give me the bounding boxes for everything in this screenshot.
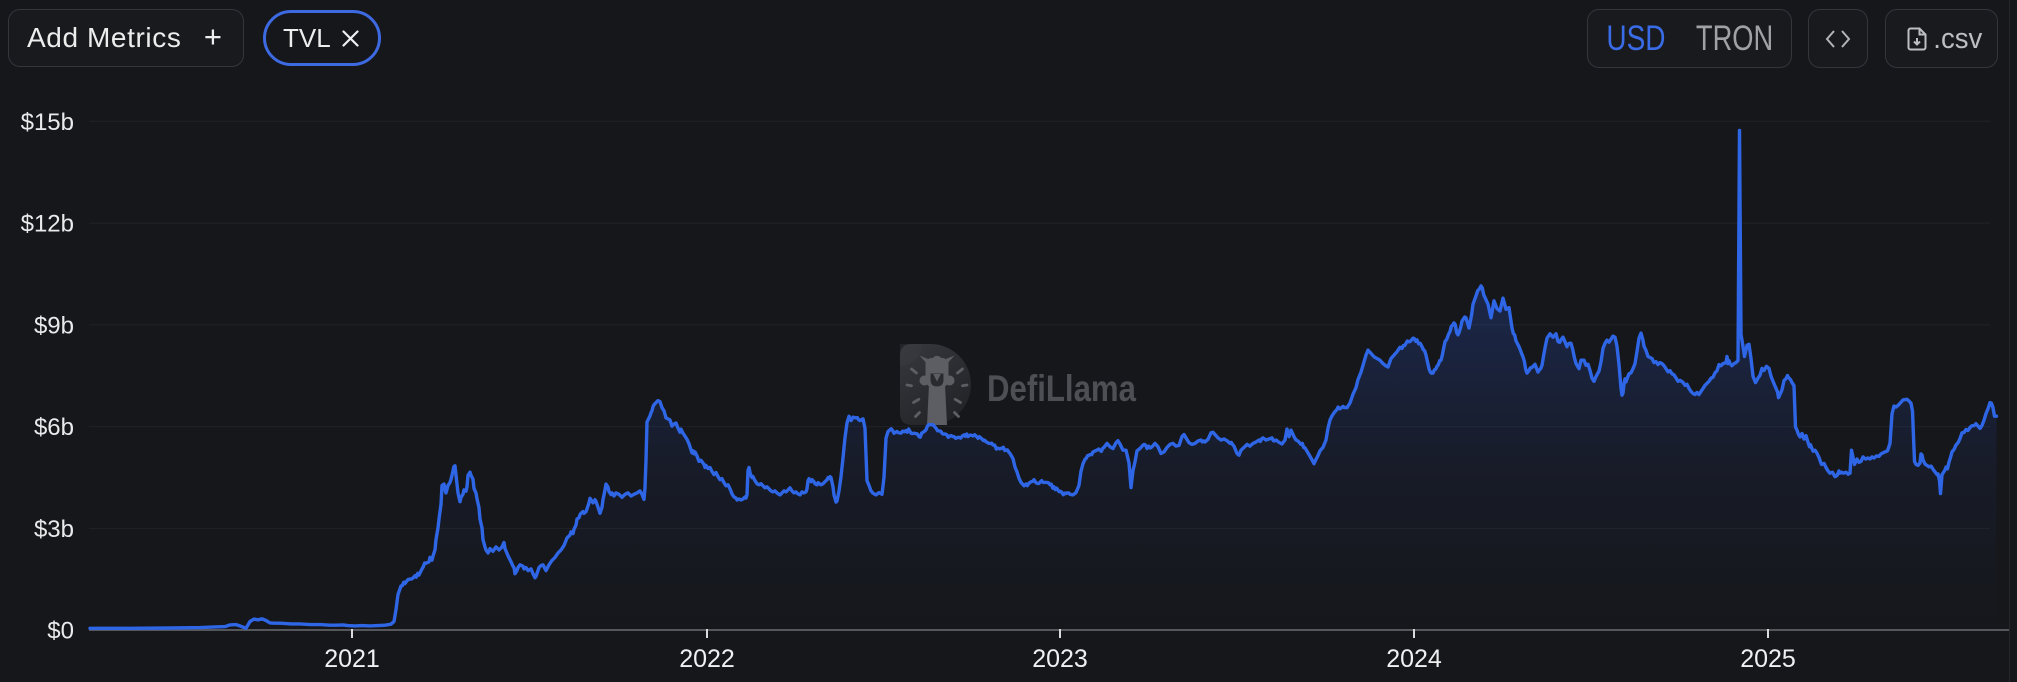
svg-text:2024: 2024 — [1386, 645, 1442, 673]
svg-text:$0: $0 — [47, 618, 74, 645]
svg-text:$9b: $9b — [34, 312, 74, 339]
svg-text:$15b: $15b — [21, 109, 74, 136]
svg-text:DefiLlama: DefiLlama — [987, 368, 1136, 409]
svg-text:2025: 2025 — [1740, 645, 1796, 673]
svg-text:$12b: $12b — [21, 211, 74, 238]
svg-text:2021: 2021 — [324, 645, 380, 673]
svg-text:$6b: $6b — [34, 414, 74, 441]
svg-text:$3b: $3b — [34, 516, 74, 543]
svg-text:2023: 2023 — [1032, 645, 1088, 673]
svg-text:2022: 2022 — [679, 645, 735, 673]
